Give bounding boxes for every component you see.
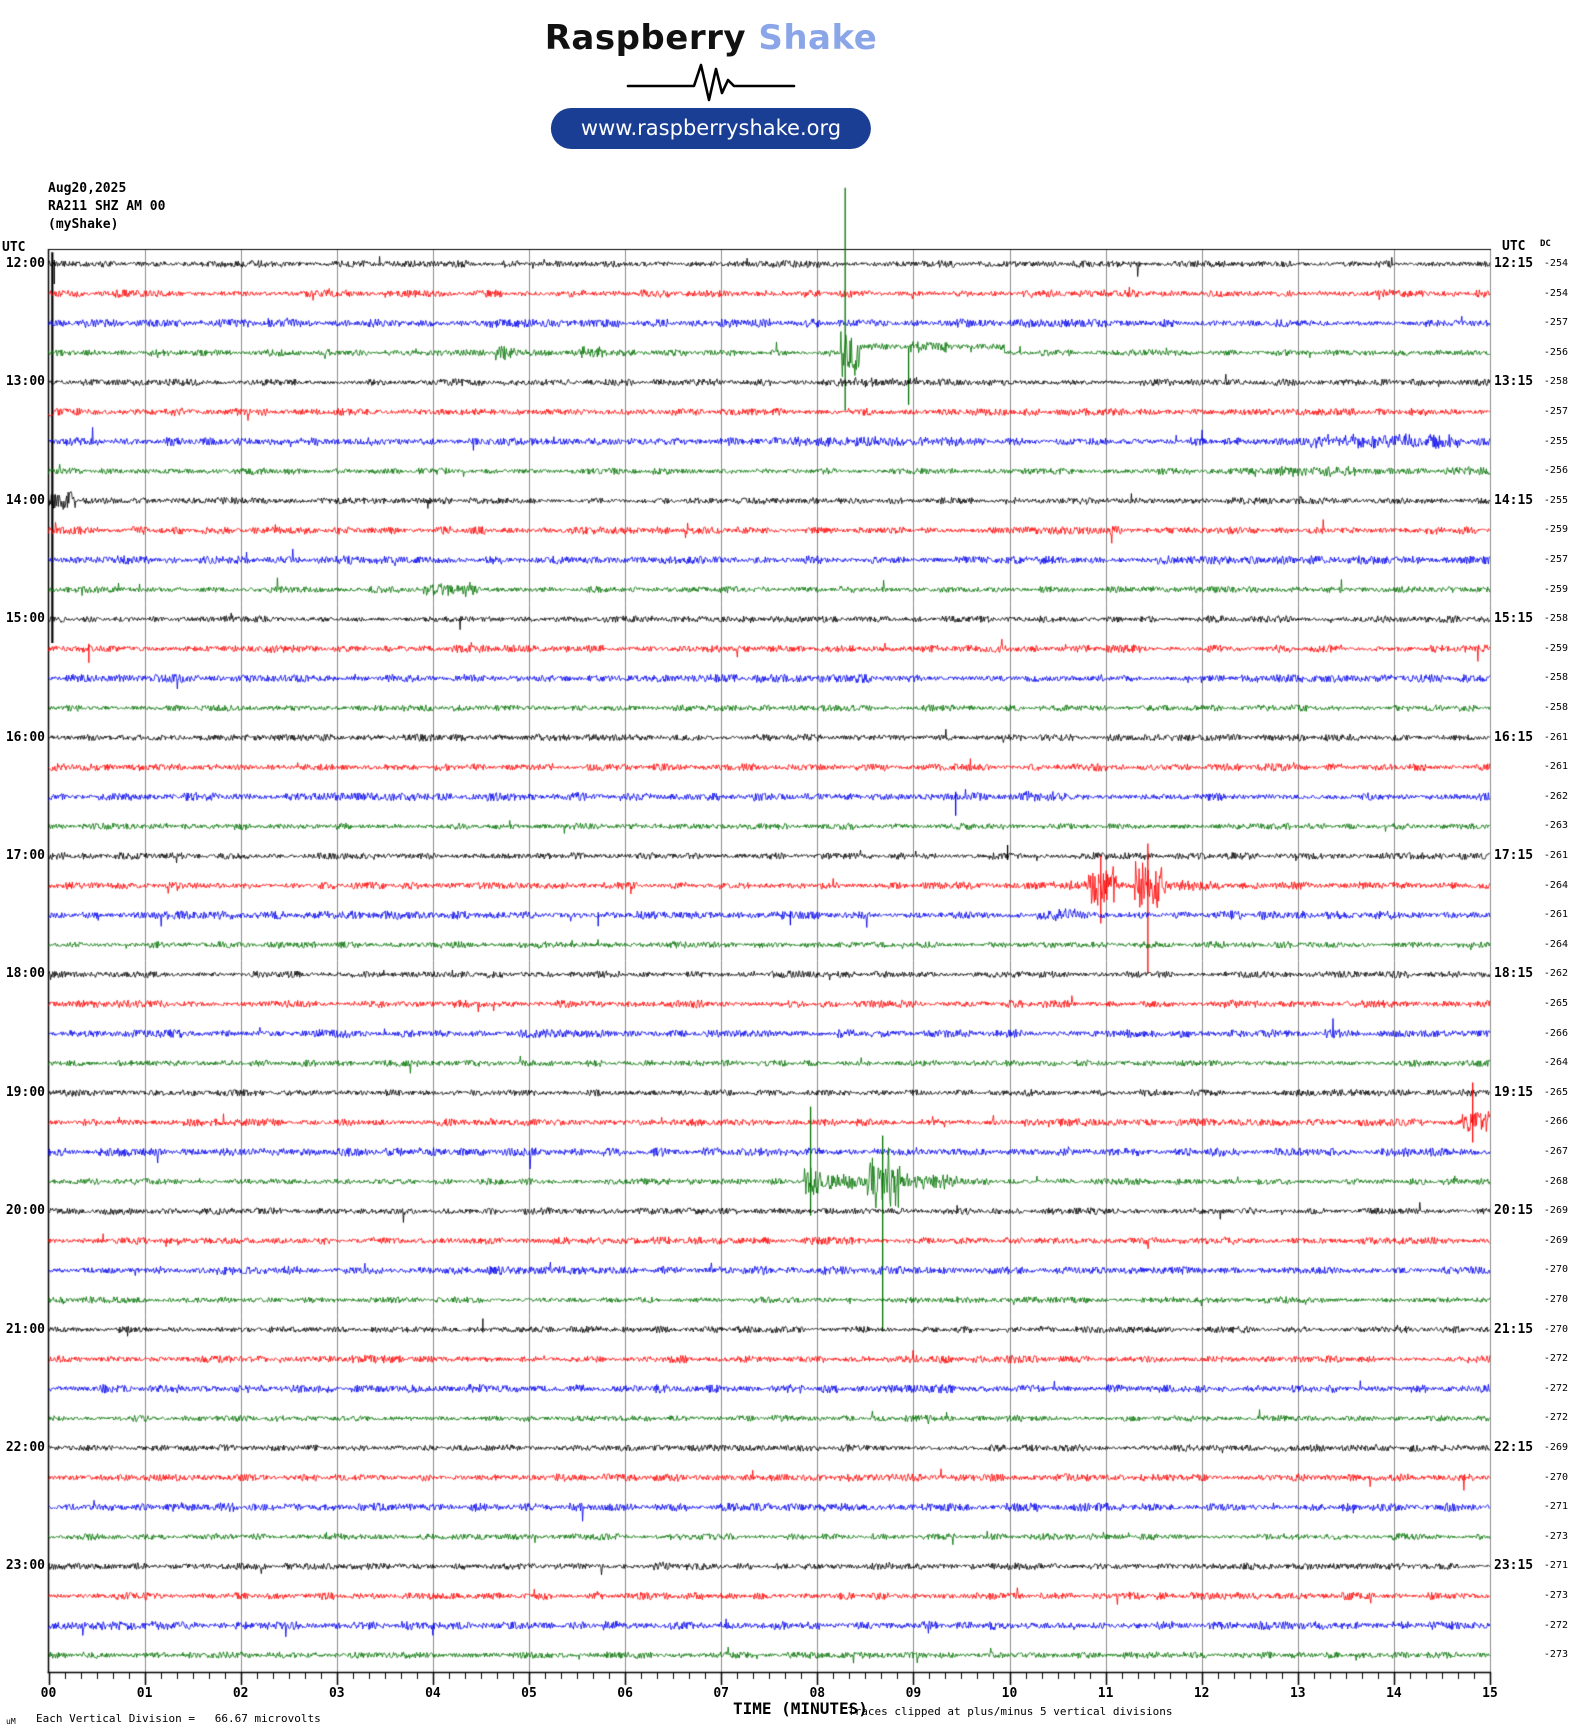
hour-label-left: 19:00 [5, 1084, 45, 1100]
x-axis-title: TIME (MINUTES) [733, 1699, 868, 1718]
dc-value: -272 [1543, 1353, 1568, 1365]
division-note: Each Vertical Division = 66.67 microvolt… [36, 1712, 321, 1725]
hour-label-right: 15:15 [1494, 611, 1534, 627]
x-tick-label: 10 [1001, 1686, 1018, 1701]
dc-value: -266 [1543, 1027, 1568, 1039]
dc-value: -272 [1543, 1412, 1568, 1424]
dc-value: -269 [1543, 1205, 1568, 1217]
x-tick-label: 00 [40, 1686, 57, 1701]
dc-value: -269 [1543, 1442, 1568, 1453]
hour-label-left: 15:00 [5, 611, 45, 627]
dc-value: -254 [1543, 258, 1568, 269]
dc-value: -270 [1543, 1471, 1568, 1483]
dc-value: -262 [1543, 790, 1568, 802]
hour-label-right: 13:15 [1494, 374, 1534, 390]
dc-value: -273 [1543, 1590, 1568, 1601]
x-tick-label: 15 [1482, 1686, 1498, 1701]
dc-value: -259 [1543, 524, 1568, 536]
dc-value: -261 [1543, 761, 1568, 773]
hour-label-left: 12:00 [5, 256, 45, 271]
hour-label-left: 17:00 [5, 848, 45, 863]
hour-label-right: 17:15 [1494, 848, 1534, 863]
hour-label-right: 22:15 [1494, 1440, 1534, 1455]
dc-value: -257 [1543, 554, 1568, 565]
dc-value: -264 [1543, 879, 1568, 891]
x-tick-label: 07 [713, 1686, 730, 1701]
clip-note: Traces clipped at plus/minus 5 vertical … [848, 1705, 1173, 1718]
hour-label-left: 13:00 [5, 374, 45, 390]
dc-value: -273 [1543, 1649, 1568, 1661]
dc-value: -270 [1543, 1323, 1568, 1335]
dc-value: -258 [1543, 672, 1568, 684]
x-tick-label: 06 [617, 1686, 633, 1701]
dc-value: -266 [1543, 1116, 1568, 1128]
hour-label-left: 20:00 [5, 1203, 45, 1219]
dc-value: -255 [1543, 435, 1568, 447]
dc-value: -257 [1543, 406, 1568, 417]
hour-label-right: 20:15 [1494, 1203, 1534, 1219]
dc-value: -258 [1543, 376, 1568, 388]
x-tick-label: 14 [1386, 1686, 1402, 1701]
dc-value: -258 [1543, 613, 1568, 625]
dc-value: -264 [1543, 1057, 1568, 1069]
dc-value: -268 [1543, 1175, 1568, 1187]
hour-label-right: 16:15 [1494, 729, 1534, 745]
x-tick-label: 11 [1097, 1686, 1114, 1701]
dc-value: -273 [1543, 1530, 1568, 1542]
dc-value: -261 [1543, 909, 1568, 921]
dc-value: -261 [1543, 731, 1568, 743]
x-tick-label: 12 [1193, 1686, 1210, 1701]
x-tick-label: 02 [232, 1686, 249, 1701]
dc-value: -256 [1543, 465, 1568, 477]
dc-value: -258 [1543, 702, 1568, 713]
dc-value: -272 [1543, 1619, 1568, 1631]
hour-label-left: 21:00 [5, 1321, 45, 1337]
hour-label-right: 19:15 [1494, 1084, 1534, 1100]
hour-label-right: 18:15 [1494, 966, 1534, 982]
dc-value: -267 [1543, 1146, 1568, 1157]
x-tick-label: 04 [425, 1686, 441, 1701]
x-tick-label: 13 [1289, 1686, 1306, 1701]
x-tick-label: 09 [905, 1686, 922, 1701]
dc-value: -255 [1543, 494, 1568, 506]
hour-label-left: 14:00 [5, 492, 45, 508]
dc-value: -271 [1543, 1560, 1568, 1572]
unit-mark: uM [6, 1717, 16, 1726]
dc-value: -269 [1543, 1234, 1568, 1246]
dc-value: -270 [1543, 1264, 1568, 1276]
x-tick-label: 03 [328, 1686, 345, 1701]
dc-value: -261 [1543, 850, 1568, 861]
dc-value: -262 [1543, 968, 1568, 980]
x-tick-label: 01 [136, 1686, 153, 1701]
dc-value: -264 [1543, 938, 1568, 950]
hour-label-left: 16:00 [5, 729, 45, 745]
hour-label-right: 23:15 [1494, 1558, 1534, 1574]
dc-value: -254 [1543, 287, 1568, 299]
x-tick-label: 05 [521, 1686, 537, 1701]
hour-label-right: 21:15 [1494, 1321, 1534, 1337]
dc-value: -270 [1543, 1294, 1568, 1305]
hour-label-right: 12:15 [1494, 256, 1534, 271]
dc-value: -265 [1543, 998, 1568, 1009]
dc-value: -263 [1543, 820, 1568, 832]
dc-value: -256 [1543, 346, 1568, 358]
dc-value: -271 [1543, 1501, 1568, 1513]
hour-label-right: 14:15 [1494, 492, 1534, 508]
dc-value: -265 [1543, 1086, 1568, 1098]
dc-value: -259 [1543, 642, 1568, 654]
hour-label-left: 23:00 [5, 1558, 45, 1574]
dc-value: -259 [1543, 583, 1568, 595]
dc-value: -257 [1543, 317, 1568, 329]
hour-label-left: 22:00 [5, 1440, 45, 1455]
dc-value: -272 [1543, 1382, 1568, 1394]
x-tick-label: 08 [809, 1686, 826, 1701]
hour-label-left: 18:00 [5, 966, 45, 982]
